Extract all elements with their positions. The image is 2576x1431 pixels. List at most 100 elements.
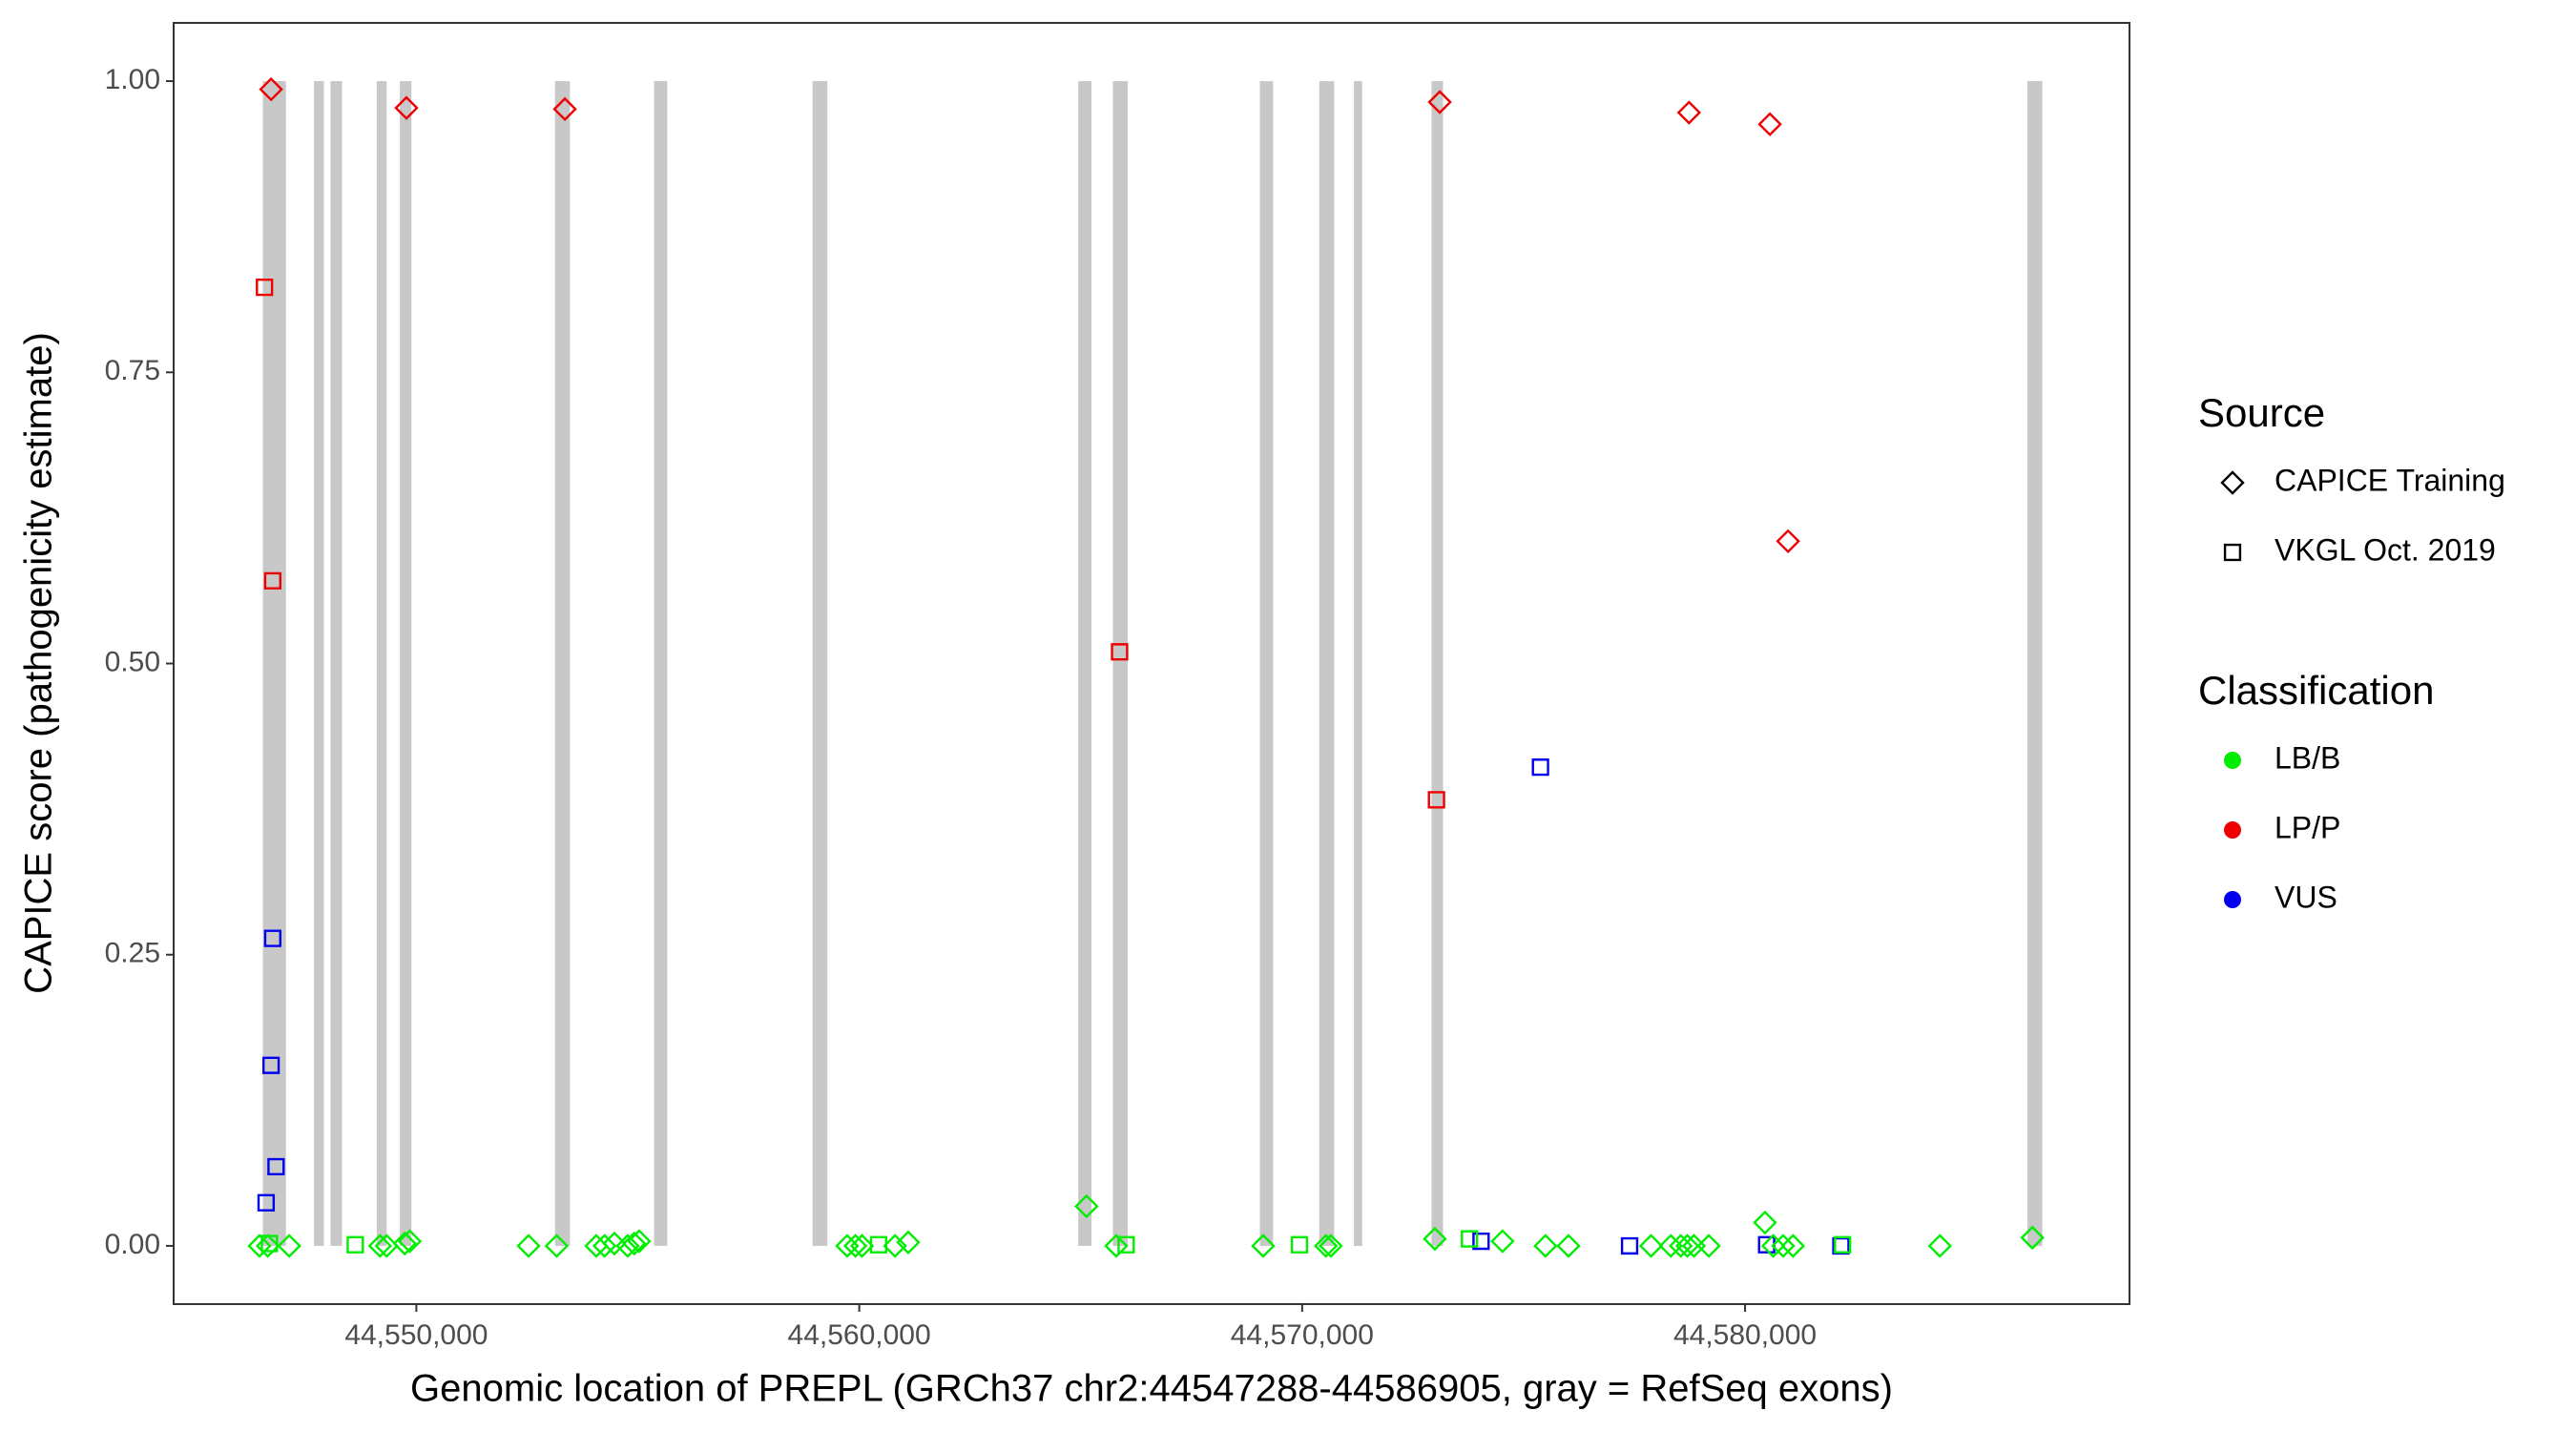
point <box>1638 1234 1664 1258</box>
x-tick-label: 44,550,000 <box>344 1319 488 1351</box>
point <box>552 96 577 122</box>
point <box>1757 112 1782 136</box>
point <box>1753 1210 1777 1235</box>
point <box>1314 1234 1339 1258</box>
point <box>394 95 419 120</box>
point <box>1658 1234 1683 1258</box>
legend-symbol <box>2224 821 2241 839</box>
y-tick-label: 0.00 <box>105 1229 160 1260</box>
y-tick-label: 0.25 <box>105 938 160 969</box>
point <box>260 1234 279 1253</box>
point <box>1290 1235 1309 1254</box>
legend-symbol <box>2224 752 2241 769</box>
point <box>883 1234 907 1258</box>
point <box>1104 1234 1129 1258</box>
point <box>1556 1234 1581 1258</box>
point <box>1760 1234 1786 1258</box>
point <box>544 1234 570 1258</box>
legend-label: VUS <box>2275 880 2337 914</box>
point <box>869 1235 887 1254</box>
point <box>622 1231 647 1256</box>
point <box>263 929 281 947</box>
point <box>1319 1234 1343 1258</box>
legend-symbol <box>2224 891 2241 908</box>
point <box>259 76 283 102</box>
exon <box>554 81 571 1246</box>
exon <box>1078 81 1092 1246</box>
legend-label: LB/B <box>2275 740 2340 775</box>
y-axis-title: CAPICE score (pathogenicity estimate) <box>18 332 60 994</box>
point <box>1757 1235 1776 1254</box>
legend-symbol <box>2220 470 2245 495</box>
point <box>896 1230 921 1255</box>
point <box>367 1234 393 1258</box>
point <box>1251 1234 1276 1258</box>
point <box>1681 1234 1707 1258</box>
point <box>1834 1235 1852 1254</box>
point <box>627 1229 652 1254</box>
point <box>516 1234 541 1258</box>
exon <box>330 81 343 1246</box>
exon <box>2027 81 2043 1246</box>
y-tick-label: 0.50 <box>105 646 160 677</box>
x-tick-label: 44,570,000 <box>1231 1319 1374 1351</box>
point <box>1676 100 1702 125</box>
point <box>2020 1225 2045 1251</box>
point <box>1674 1234 1700 1258</box>
point <box>1427 791 1445 809</box>
legend-label: CAPICE Training <box>2275 463 2505 497</box>
panel-border <box>173 22 2130 1305</box>
exon <box>262 81 286 1246</box>
exon <box>1319 81 1335 1246</box>
point <box>346 1235 364 1254</box>
x-axis-title: Genomic location of PREPL (GRCh37 chr2:4… <box>410 1368 1893 1410</box>
legend-label: LP/P <box>2275 810 2340 844</box>
point <box>1771 1234 1796 1258</box>
point <box>1696 1234 1721 1258</box>
y-tick-label: 1.00 <box>105 64 160 95</box>
point <box>615 1234 640 1258</box>
point <box>247 1234 272 1258</box>
x-tick-label: 44,560,000 <box>788 1319 931 1351</box>
point <box>1776 529 1800 554</box>
exon <box>654 81 668 1246</box>
point <box>277 1234 301 1258</box>
point <box>592 1234 617 1258</box>
point <box>374 1234 399 1258</box>
x-tick-label: 44,580,000 <box>1673 1319 1817 1351</box>
point <box>1927 1234 1953 1258</box>
exon <box>1354 81 1362 1246</box>
exon <box>400 81 412 1246</box>
point <box>256 279 274 297</box>
point <box>849 1234 875 1258</box>
point <box>1472 1232 1490 1251</box>
point <box>1117 1235 1135 1254</box>
legend-symbol <box>2223 543 2242 562</box>
exon <box>1431 81 1444 1246</box>
point <box>1074 1193 1099 1219</box>
exon <box>314 81 324 1246</box>
point <box>1531 758 1549 777</box>
legend-title: Source <box>2198 390 2325 435</box>
point <box>835 1234 860 1258</box>
point <box>1780 1234 1806 1258</box>
legend-label: VKGL Oct. 2019 <box>2275 532 2496 567</box>
exon <box>1112 81 1129 1246</box>
legend-title: Classification <box>2198 668 2434 713</box>
point <box>1423 1226 1447 1252</box>
point <box>1620 1236 1639 1255</box>
point <box>263 571 281 590</box>
point <box>392 1231 417 1256</box>
point <box>267 1157 285 1176</box>
exon <box>1259 81 1274 1246</box>
exon <box>812 81 828 1246</box>
point <box>1533 1234 1558 1258</box>
y-tick-label: 0.75 <box>105 355 160 386</box>
point <box>1490 1229 1515 1254</box>
point <box>1832 1236 1850 1255</box>
point <box>584 1234 609 1258</box>
point <box>397 1229 423 1254</box>
point <box>1427 90 1452 114</box>
